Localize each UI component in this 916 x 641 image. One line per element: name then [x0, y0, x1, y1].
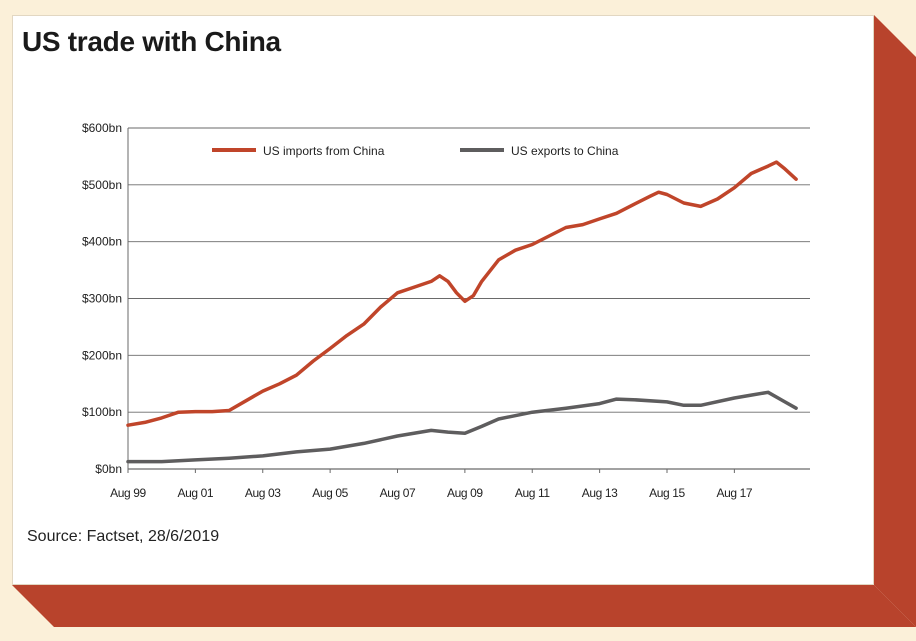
series-line-exports: [126, 390, 798, 464]
x-tick-label: Aug 99: [110, 486, 146, 500]
chart-card: [12, 15, 874, 585]
shadow-right: [874, 15, 916, 627]
shadow-bottom: [12, 585, 916, 627]
y-tick-label: $200bn: [82, 348, 122, 362]
x-tick-label: Aug 09: [447, 486, 483, 500]
x-tick-label: Aug 15: [649, 486, 685, 500]
x-tick-label: Aug 01: [178, 486, 214, 500]
y-tick-label: $300bn: [82, 292, 122, 306]
legend-label: US imports from China: [263, 144, 385, 158]
source-note: Source: Factset, 28/6/2019: [27, 528, 220, 545]
y-tick-label: $500bn: [82, 178, 122, 192]
y-tick-label: $100bn: [82, 405, 122, 419]
legend-label: US exports to China: [511, 144, 619, 158]
y-tick-label: $0bn: [95, 462, 122, 476]
y-tick-label: $600bn: [82, 121, 122, 135]
x-tick-label: Aug 13: [582, 486, 618, 500]
series-line-imports: [126, 160, 798, 427]
x-tick-label: Aug 07: [380, 486, 416, 500]
x-tick-label: Aug 17: [717, 486, 753, 500]
x-tick-label: Aug 03: [245, 486, 281, 500]
chart-title: US trade with China: [22, 26, 281, 57]
y-tick-label: $400bn: [82, 235, 122, 249]
x-tick-label: Aug 05: [312, 486, 348, 500]
x-tick-label: Aug 11: [515, 486, 550, 500]
